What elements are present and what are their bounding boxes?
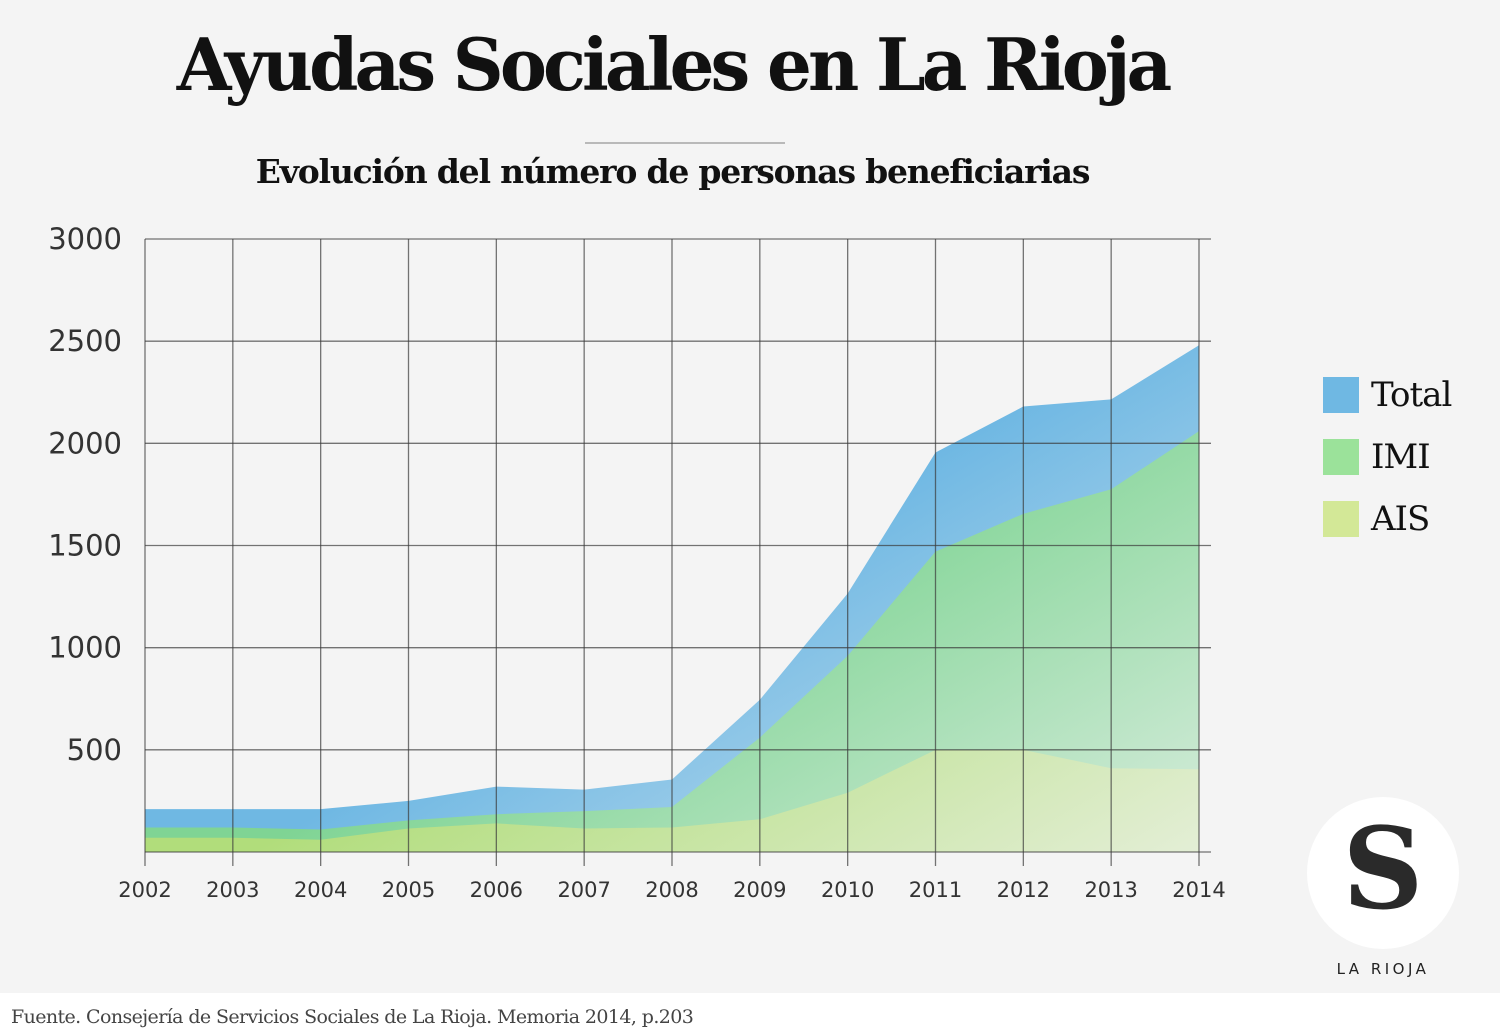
x-tick-label: 2010 [821, 878, 874, 902]
x-tick-label: 2007 [557, 878, 610, 902]
y-tick-label: 3000 [48, 222, 122, 256]
legend-label: IMI [1371, 437, 1431, 477]
legend-swatch-ais [1323, 501, 1359, 537]
legend-item-ais: AIS [1323, 488, 1451, 550]
x-tick-label: 2005 [382, 878, 435, 902]
title-divider [585, 142, 785, 144]
publisher-name: LA RIOJA [1336, 960, 1430, 978]
legend-label: AIS [1371, 499, 1430, 539]
chart-title: Ayudas Sociales en La Rioja [176, 22, 1173, 107]
y-tick-label: 500 [67, 733, 122, 767]
x-axis: 2002 2003 2004 2005 2006 2007 2008 2009 2010 2011… [118, 878, 1225, 902]
y-axis: 500 1000 1500 2000 2500 3000 [48, 222, 122, 767]
logo-letter: S [1342, 804, 1424, 935]
legend-swatch-imi [1323, 439, 1359, 475]
x-tick-label: 2008 [645, 878, 698, 902]
y-tick-label: 1500 [48, 529, 122, 563]
x-tick-label: 2011 [909, 878, 962, 902]
area-chart: 500 1000 1500 2000 2500 3000 2002 2003 2004 2005… [48, 222, 1226, 902]
x-tick-label: 2004 [294, 878, 347, 902]
x-tick-label: 2014 [1172, 878, 1225, 902]
grid-lines [144, 238, 1211, 866]
x-tick-label: 2006 [470, 878, 523, 902]
publisher-logo: S [1307, 797, 1459, 949]
x-tick-label: 2003 [206, 878, 259, 902]
x-tick-label: 2009 [733, 878, 786, 902]
chart-subtitle: Evolución del número de personas benefic… [255, 152, 1091, 191]
source-note: Fuente. Consejería de Servicios Sociales… [11, 1006, 694, 1028]
legend-label: Total [1371, 375, 1452, 415]
footer-bar [0, 993, 1500, 1030]
y-tick-label: 2500 [48, 324, 122, 358]
x-tick-label: 2002 [118, 878, 171, 902]
legend-item-imi: IMI [1323, 426, 1451, 488]
legend-swatch-total [1323, 377, 1359, 413]
y-tick-label: 2000 [48, 426, 122, 460]
x-tick-label: 2013 [1084, 878, 1137, 902]
x-tick-label: 2012 [997, 878, 1050, 902]
y-tick-label: 1000 [48, 631, 122, 665]
legend-item-total: Total [1323, 364, 1452, 426]
legend: Total IMI AIS [1323, 364, 1452, 550]
